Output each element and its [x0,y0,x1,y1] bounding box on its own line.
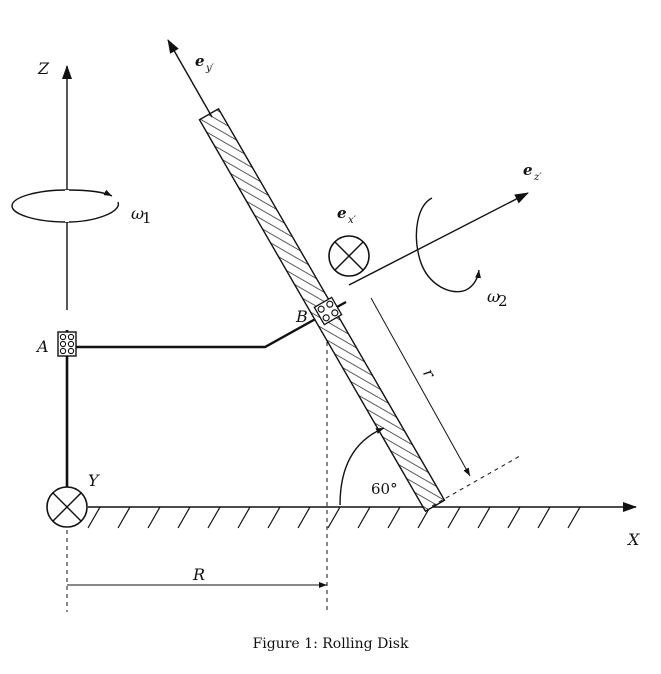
ez-label: e z′ [523,161,542,183]
svg-text:e: e [523,161,533,179]
angle-arc [339,427,385,506]
ground-hatching [87,506,581,529]
ey-axis-arrow [167,39,213,118]
svg-text:ω: ω [487,287,500,306]
bearing-b-icon [313,296,343,326]
omega2-label: ω 2 [487,287,508,310]
bearing-a-icon [57,331,77,357]
svg-text:e: e [337,204,347,222]
ground [87,502,637,529]
y-axis-label: Y [88,471,100,490]
point-b-label: B [295,307,308,326]
ex-into-page-icon [328,235,370,277]
figure-caption: Figure 1: Rolling Disk [252,636,409,652]
dashed-line-r [431,455,521,507]
svg-text:ω: ω [131,204,144,223]
omega2-rotation-arrow [415,197,481,293]
svg-text:y′: y′ [205,63,215,74]
svg-text:z′: z′ [533,172,542,183]
angle-label: 60° [371,480,398,498]
svg-text:1: 1 [142,209,152,227]
ey-label: e y′ [195,52,215,74]
omega1-label: ω 1 [131,204,152,227]
y-axis-into-page-icon [46,486,88,528]
omega1-rotation-arrow [11,189,119,223]
ez-axis-arrow [348,192,529,286]
small-r-dimension-line [370,297,471,477]
ex-label: e x′ [337,204,357,226]
z-axis-label: Z [37,59,50,78]
svg-text:2: 2 [498,292,508,310]
small-r-label: r [419,365,440,382]
x-axis-label: X [626,530,640,549]
big-r-label: R [192,565,205,584]
svg-text:x′: x′ [348,215,357,226]
svg-text:e: e [195,52,205,70]
point-a-label: A [35,337,49,356]
